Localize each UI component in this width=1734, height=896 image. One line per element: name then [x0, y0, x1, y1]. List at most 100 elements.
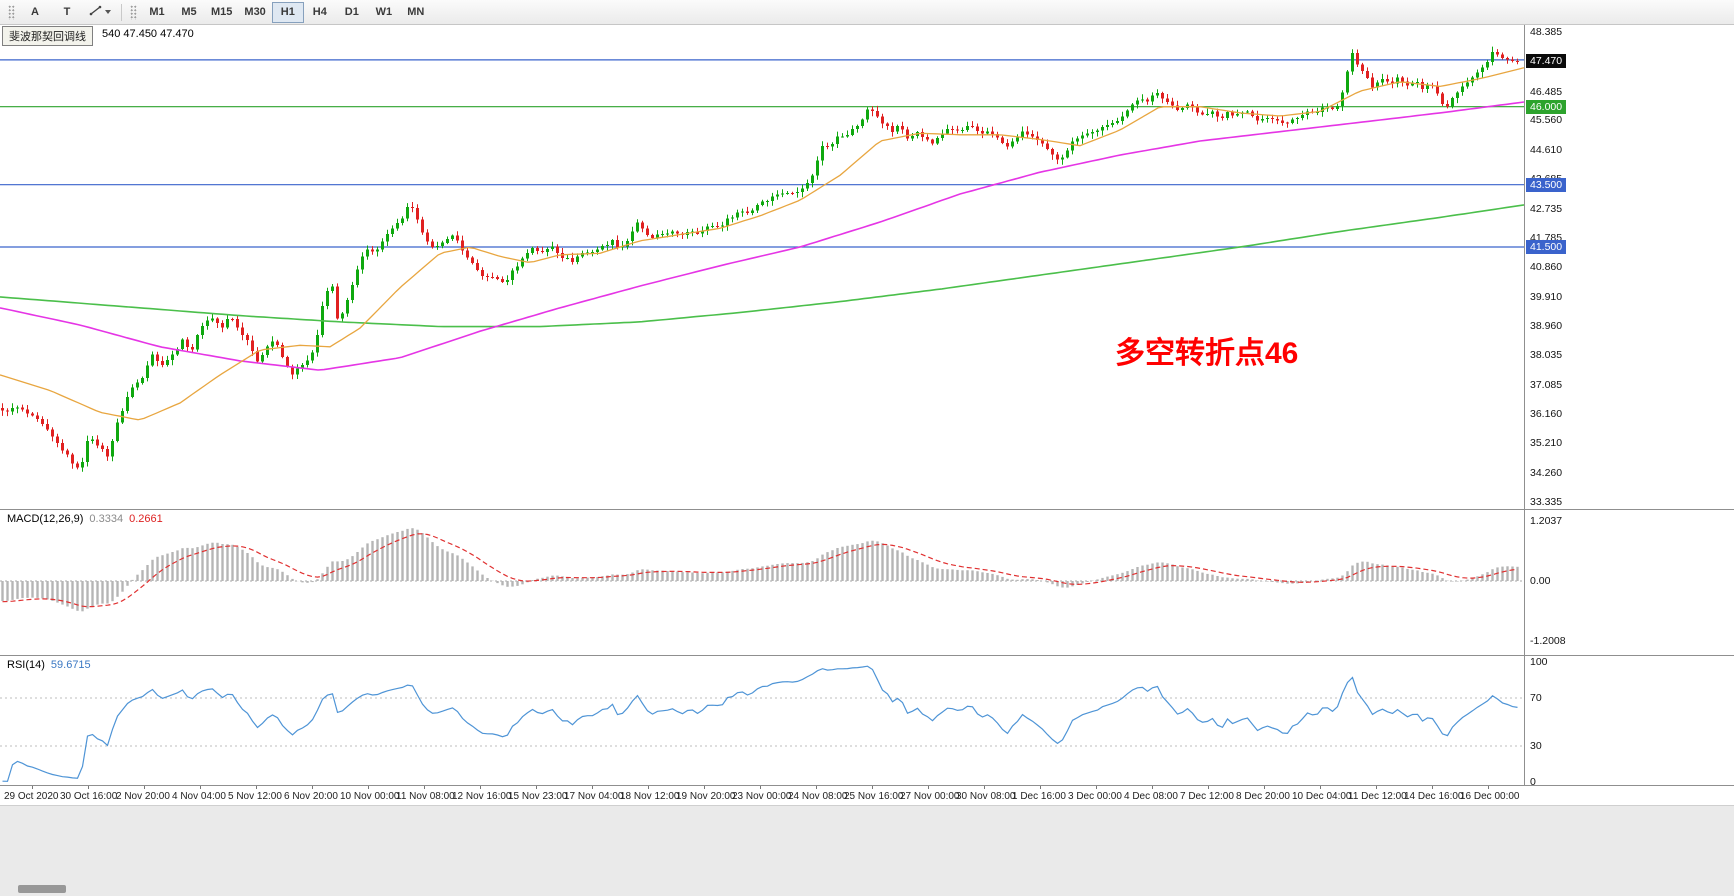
timeframe-m1-button[interactable]: M1	[149, 6, 165, 18]
price-tick-label: 44.610	[1530, 144, 1563, 156]
line-tool-button[interactable]	[83, 2, 117, 23]
time-tick-mark	[480, 786, 481, 789]
time-tick-mark	[1432, 786, 1433, 789]
rsi-tick-label: 30	[1530, 740, 1542, 752]
macd-pane: MACD(12,26,9) 0.3334 0.2661 1.2037 0.00 -1.2…	[0, 509, 1734, 655]
price-badge: 41.500	[1526, 240, 1567, 254]
time-tick-mark	[1208, 786, 1209, 789]
time-tick-mark	[144, 786, 145, 789]
time-axis[interactable]: 29 Oct 2020 30 Oct 16:00 2 Nov 20:00 4 Nov …	[0, 785, 1734, 805]
rsi-pane: RSI(14) 59.6715 100 70 30 0	[0, 655, 1734, 788]
price-tick-label: 45.560	[1530, 114, 1563, 126]
timeframe-h4-button[interactable]: H4	[312, 6, 327, 18]
macd-tick-label: 0.00	[1530, 575, 1551, 587]
time-tick-mark	[648, 786, 649, 789]
rsi-label: RSI(14)	[7, 659, 45, 671]
time-tick-mark	[704, 786, 705, 789]
time-tick-label: 18 Nov 12:00	[620, 791, 680, 802]
macd-axis[interactable]: 1.2037 0.00 -1.2008	[1524, 510, 1734, 655]
text-tool-button[interactable]: A	[31, 6, 39, 18]
time-tick-label: 30 Oct 16:00	[60, 791, 118, 802]
time-tick-label: 4 Nov 04:00	[172, 791, 226, 802]
time-tick-mark	[200, 786, 201, 789]
toolbar-grip-icon[interactable]	[130, 4, 137, 20]
time-tick-mark	[1488, 786, 1489, 789]
time-tick-mark	[928, 786, 929, 789]
toolbar-separator	[121, 3, 122, 21]
macd-tick-label: -1.2008	[1530, 635, 1566, 647]
time-tick-label: 5 Nov 12:00	[228, 791, 282, 802]
rsi-header: RSI(14) 59.6715	[7, 659, 91, 671]
object-tooltip: 斐波那契回调线	[2, 26, 93, 46]
price-tick-label: 42.735	[1530, 203, 1563, 215]
time-tick-label: 1 Dec 16:00	[1012, 791, 1066, 802]
price-badge: 47.470	[1526, 54, 1567, 68]
time-tick-mark	[1376, 786, 1377, 789]
rsi-value: 59.6715	[50, 659, 91, 671]
dropdown-caret-icon	[105, 10, 111, 14]
time-tick-label: 2 Nov 20:00	[116, 791, 170, 802]
timeframe-mn-button[interactable]: MN	[407, 6, 425, 18]
timeframe-d1-button[interactable]: D1	[344, 6, 359, 18]
time-tick-mark	[536, 786, 537, 789]
rsi-tick-label: 70	[1530, 692, 1542, 704]
time-tick-label: 7 Dec 12:00	[1180, 791, 1234, 802]
main-price-pane: 540 47.450 47.470 多空转折点46 48.38547.43546…	[0, 25, 1734, 509]
timeframe-h1-button[interactable]: H1	[271, 1, 304, 23]
time-tick-label: 8 Dec 20:00	[1236, 791, 1290, 802]
time-tick-mark	[1040, 786, 1041, 789]
time-tick-mark	[760, 786, 761, 789]
time-tick-mark	[1264, 786, 1265, 789]
time-tick-label: 29 Oct 2020	[4, 791, 59, 802]
rsi-axis[interactable]: 100 70 30 0	[1524, 656, 1734, 788]
time-tick-label: 24 Nov 08:00	[788, 791, 848, 802]
timeframe-m5-button[interactable]: M5	[181, 6, 197, 18]
price-tick-label: 39.910	[1530, 291, 1563, 303]
toolbar-grip-icon[interactable]	[8, 4, 15, 20]
macd-canvas[interactable]	[0, 511, 1524, 656]
timeframe-m15-button[interactable]: M15	[211, 6, 233, 18]
time-tick-label: 27 Nov 00:00	[900, 791, 960, 802]
time-tick-label: 15 Nov 23:00	[508, 791, 568, 802]
time-tick-label: 10 Dec 04:00	[1292, 791, 1352, 802]
time-tick-label: 4 Dec 08:00	[1124, 791, 1178, 802]
price-tick-label: 46.485	[1530, 86, 1563, 98]
time-tick-label: 11 Dec 12:00	[1348, 791, 1407, 802]
main-chart-canvas[interactable]	[0, 25, 1524, 509]
time-tick-mark	[592, 786, 593, 789]
toolbar: A T M1 M5 M15 M30 H1 H4 D1 W1 MN	[0, 0, 1734, 25]
time-tick-mark	[312, 786, 313, 789]
time-tick-mark	[816, 786, 817, 789]
time-tick-label: 19 Nov 20:00	[676, 791, 736, 802]
time-tick-mark	[32, 786, 33, 789]
price-badge: 43.500	[1526, 178, 1567, 192]
price-tick-label: 38.035	[1530, 349, 1563, 361]
time-tick-label: 10 Nov 00:00	[340, 791, 400, 802]
trendline-icon	[89, 4, 102, 20]
timeframe-m30-button[interactable]: M30	[244, 6, 266, 18]
price-axis[interactable]: 48.38547.43546.48545.56044.61043.68542.7…	[1524, 25, 1734, 509]
rsi-tick-label: 100	[1530, 656, 1548, 668]
time-tick-label: 25 Nov 16:00	[844, 791, 904, 802]
time-tick-mark	[256, 786, 257, 789]
time-tick-label: 11 Nov 08:00	[396, 791, 455, 802]
scrollbar-thumb[interactable]	[18, 885, 66, 893]
chart-annotation-text[interactable]: 多空转折点46	[1115, 337, 1299, 370]
time-tick-label: 16 Dec 00:00	[1460, 791, 1520, 802]
bottom-panel	[0, 805, 1734, 896]
time-tick-mark	[1320, 786, 1321, 789]
timeframe-group: M1 M5 M15 M30 H1 H4 D1 W1 MN	[141, 1, 432, 23]
macd-signal-value: 0.2661	[129, 513, 163, 525]
price-tick-label: 37.085	[1530, 379, 1563, 391]
price-tick-label: 33.335	[1530, 496, 1563, 508]
time-tick-mark	[368, 786, 369, 789]
rsi-canvas[interactable]	[0, 657, 1524, 786]
price-tick-label: 36.160	[1530, 408, 1563, 420]
timeframe-w1-button[interactable]: W1	[375, 6, 393, 18]
time-tick-mark	[872, 786, 873, 789]
time-tick-label: 14 Dec 16:00	[1404, 791, 1464, 802]
label-tool-button[interactable]: T	[63, 6, 71, 18]
time-tick-label: 12 Nov 16:00	[452, 791, 512, 802]
macd-tick-label: 1.2037	[1530, 515, 1563, 527]
